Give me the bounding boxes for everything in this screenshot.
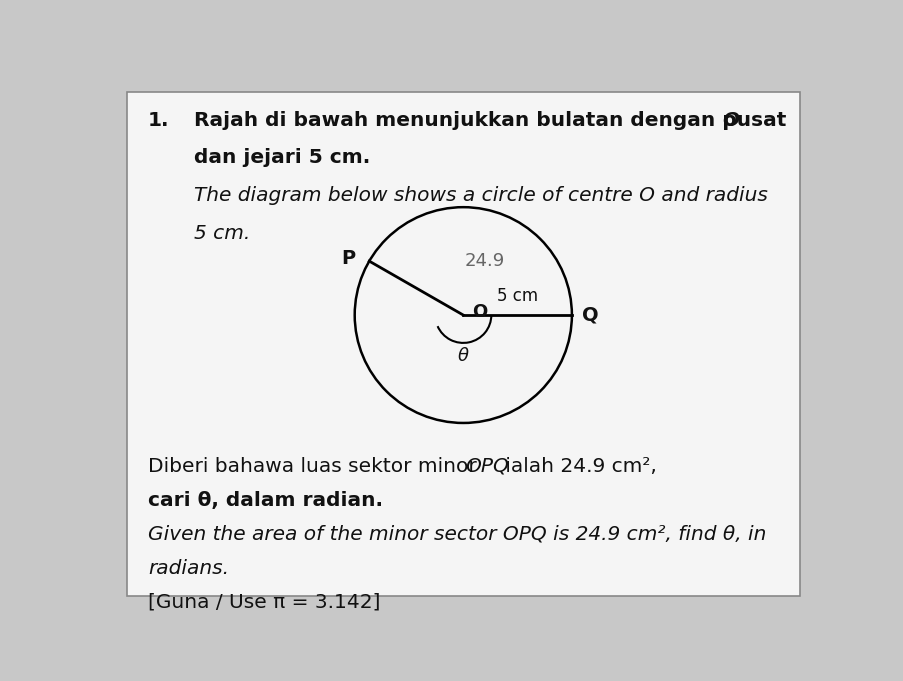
Text: Diberi bahawa luas sektor minor: Diberi bahawa luas sektor minor [148,457,487,475]
Text: 5 cm.: 5 cm. [193,224,249,243]
Text: θ: θ [457,347,469,364]
Text: dan jejari 5 cm.: dan jejari 5 cm. [193,148,369,168]
Text: Given the area of the minor sector OPQ is 24.9 cm², find θ, in: Given the area of the minor sector OPQ i… [148,525,766,544]
Text: OPQ: OPQ [464,457,508,475]
Text: Q: Q [582,306,599,325]
Text: P: P [340,249,355,268]
Text: radians.: radians. [148,559,228,578]
Text: cari θ, dalam radian.: cari θ, dalam radian. [148,491,383,510]
Text: [Guna / Use π = 3.142]: [Guna / Use π = 3.142] [148,593,380,612]
Text: 5 cm: 5 cm [497,287,537,304]
Text: O: O [721,110,738,129]
FancyBboxPatch shape [126,92,798,596]
Text: O: O [472,304,487,321]
Text: The diagram below shows a circle of centre O and radius: The diagram below shows a circle of cent… [193,186,767,205]
Text: 24.9: 24.9 [463,252,504,270]
Text: ialah 24.9 cm²,: ialah 24.9 cm², [498,457,656,475]
Text: 1.: 1. [148,110,170,129]
Text: Rajah di bawah menunjukkan bulatan dengan pusat: Rajah di bawah menunjukkan bulatan denga… [193,110,792,129]
